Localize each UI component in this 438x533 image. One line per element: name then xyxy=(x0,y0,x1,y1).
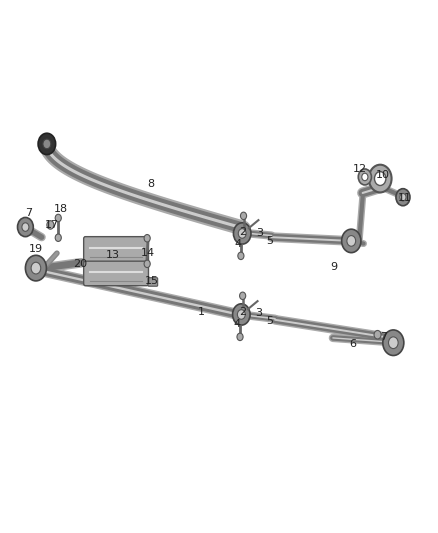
Circle shape xyxy=(18,217,33,237)
Circle shape xyxy=(400,193,406,201)
Text: 4: 4 xyxy=(234,239,241,248)
Text: 10: 10 xyxy=(375,170,389,180)
Text: 15: 15 xyxy=(145,276,159,286)
Circle shape xyxy=(342,229,361,253)
Text: 9: 9 xyxy=(330,262,337,271)
Text: 3: 3 xyxy=(256,228,263,238)
Circle shape xyxy=(47,221,54,229)
Text: 17: 17 xyxy=(45,220,59,230)
Circle shape xyxy=(374,330,381,339)
Circle shape xyxy=(233,304,250,325)
Circle shape xyxy=(233,223,251,244)
Text: 7: 7 xyxy=(380,332,387,342)
Circle shape xyxy=(38,133,56,155)
Circle shape xyxy=(22,223,29,231)
Text: 2: 2 xyxy=(240,227,247,237)
Text: 12: 12 xyxy=(353,165,367,174)
Circle shape xyxy=(240,292,246,300)
Circle shape xyxy=(144,235,150,242)
FancyBboxPatch shape xyxy=(148,278,158,286)
Text: 7: 7 xyxy=(25,208,32,218)
Circle shape xyxy=(43,139,51,149)
Circle shape xyxy=(237,310,245,319)
Text: 20: 20 xyxy=(73,259,87,269)
Text: 14: 14 xyxy=(141,248,155,258)
Circle shape xyxy=(55,234,61,241)
Circle shape xyxy=(31,262,41,274)
Circle shape xyxy=(347,236,356,246)
Text: 3: 3 xyxy=(255,308,262,318)
Circle shape xyxy=(362,173,368,181)
Circle shape xyxy=(238,252,244,260)
Text: 11: 11 xyxy=(398,193,412,203)
Circle shape xyxy=(396,189,410,206)
Text: 6: 6 xyxy=(349,339,356,349)
Circle shape xyxy=(383,330,404,356)
Circle shape xyxy=(369,165,392,192)
FancyBboxPatch shape xyxy=(84,237,148,262)
Text: 5: 5 xyxy=(266,316,273,326)
Text: 5: 5 xyxy=(266,236,273,246)
Circle shape xyxy=(238,229,246,238)
Circle shape xyxy=(240,212,247,220)
Circle shape xyxy=(237,333,243,341)
Circle shape xyxy=(55,214,61,222)
Text: 13: 13 xyxy=(106,250,120,260)
Text: 18: 18 xyxy=(53,205,67,214)
Text: 2: 2 xyxy=(239,307,246,317)
Circle shape xyxy=(25,255,46,281)
Circle shape xyxy=(358,169,371,185)
Circle shape xyxy=(144,260,150,268)
FancyBboxPatch shape xyxy=(84,261,148,286)
Circle shape xyxy=(389,337,398,349)
Text: 19: 19 xyxy=(29,244,43,254)
Text: 8: 8 xyxy=(148,179,155,189)
Circle shape xyxy=(374,172,386,185)
Text: 4: 4 xyxy=(233,319,240,328)
Text: 1: 1 xyxy=(198,307,205,317)
